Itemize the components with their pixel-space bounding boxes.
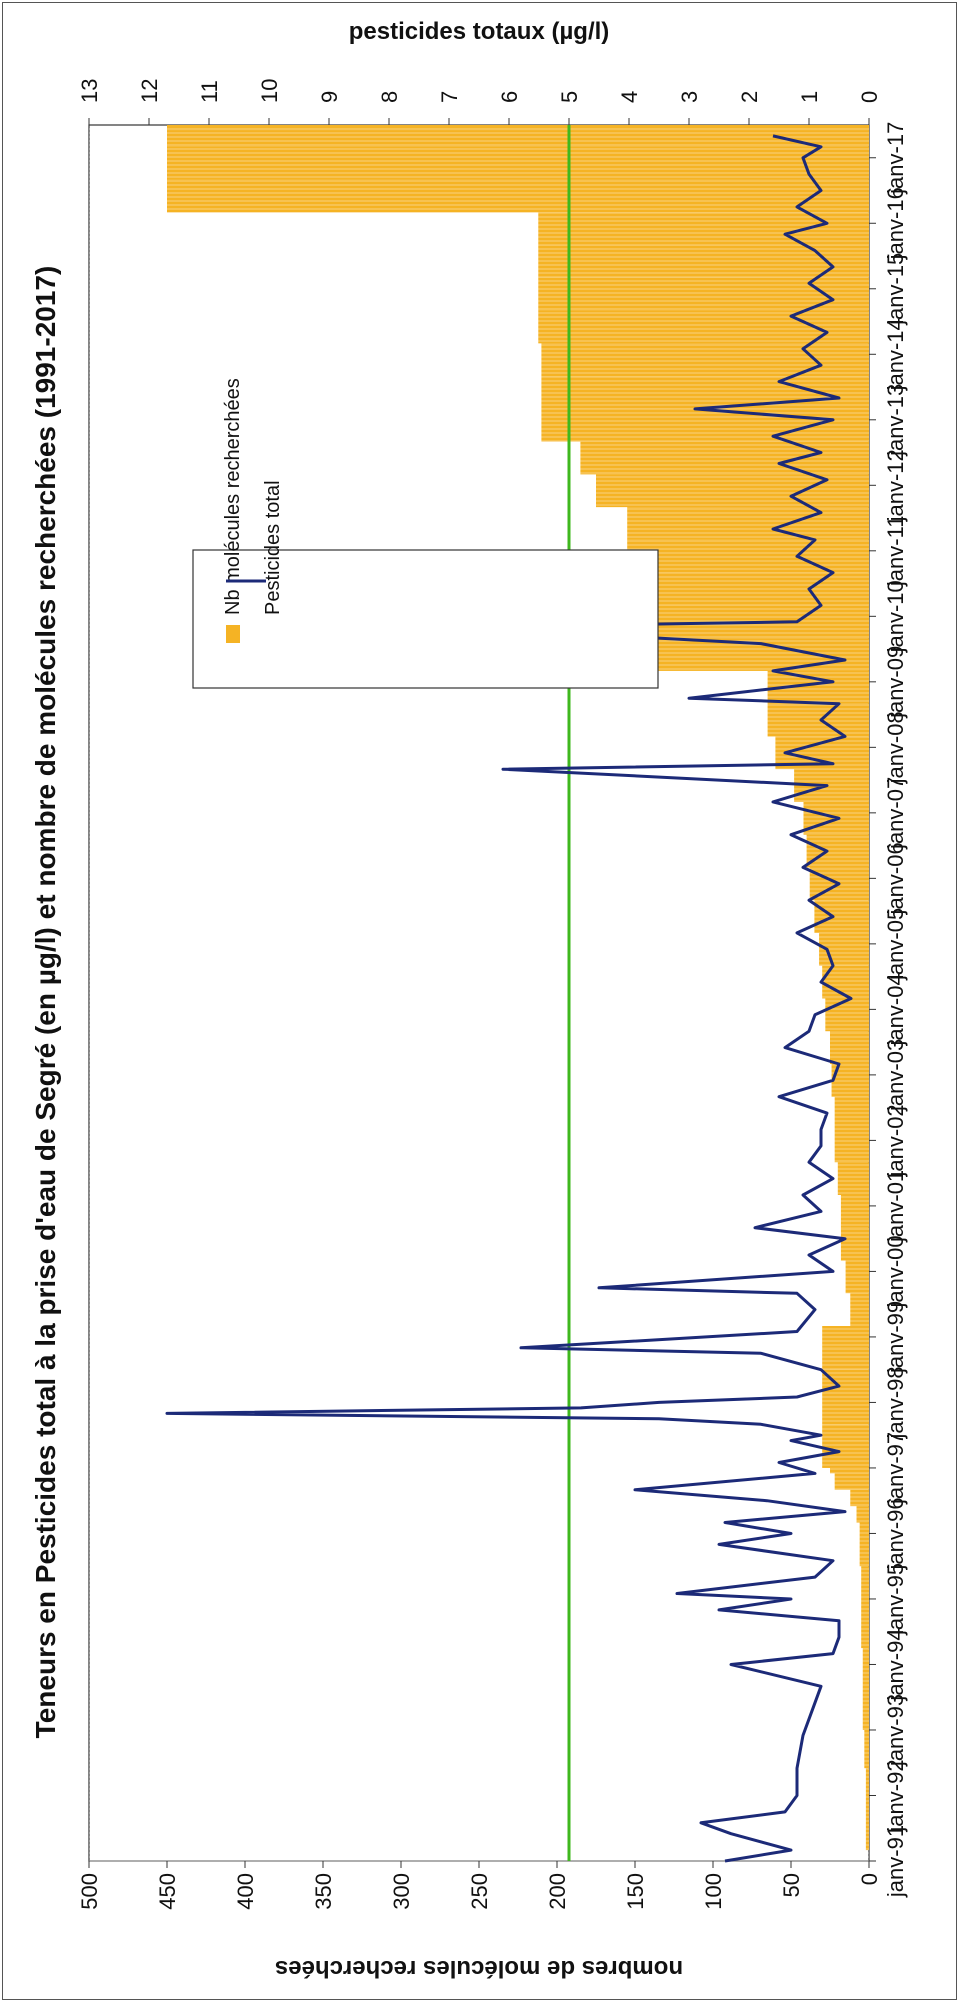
right-axis-tick-label: 4 (617, 91, 642, 103)
x-axis-tick-label: janv-95 (883, 1563, 908, 1636)
bar (840, 1227, 869, 1261)
bar (167, 146, 869, 180)
x-axis-tick-label: janv-06 (883, 842, 908, 915)
x-axis-tick-label: janv-93 (883, 1694, 908, 1767)
right-axis-title: pesticides totaux (µg/l) (349, 18, 610, 45)
axes-layer: 0501001502002503003504004505000123456789… (77, 79, 908, 1910)
left-axis-tick-label: 200 (545, 1873, 570, 1910)
bar (834, 1473, 869, 1490)
bar (538, 277, 870, 311)
left-axis-tick-label: 400 (233, 1873, 258, 1910)
x-axis-tick-label: janv-94 (883, 1628, 908, 1701)
right-axis-tick-label: 3 (677, 91, 702, 103)
bar (596, 474, 869, 508)
x-axis-tick-label: janv-00 (883, 1235, 908, 1308)
left-axis-tick-label: 350 (311, 1873, 336, 1910)
right-axis-tick-label: 11 (197, 80, 222, 103)
x-axis-tick-label: janv-08 (883, 711, 908, 784)
legend-label-line: Pesticides total (262, 480, 284, 615)
bar (859, 1522, 870, 1567)
right-axis-tick-label: 10 (257, 79, 282, 103)
bar (831, 1063, 869, 1097)
bar (627, 507, 870, 540)
x-axis-tick-label: janv-98 (883, 1366, 908, 1439)
bar (650, 638, 869, 671)
left-axis-tick-label: 0 (857, 1873, 882, 1885)
bar (840, 1194, 869, 1228)
legend-box (192, 549, 659, 689)
right-axis-tick-label: 2 (737, 91, 762, 103)
bar (767, 703, 869, 737)
bar (627, 539, 870, 573)
rotated-chart-container: Teneurs en Pesticides total à la prise d… (3, 3, 958, 2001)
x-axis-tick-label: janv-92 (883, 1759, 908, 1832)
right-axis-tick-label: 0 (857, 91, 882, 103)
right-axis-tick-label: 5 (557, 91, 582, 103)
x-axis-tick-label: janv-16 (883, 187, 908, 260)
right-axis-tick-label: 12 (137, 79, 162, 103)
x-axis-tick-label: janv-13 (883, 384, 908, 457)
x-axis-tick-label: janv-99 (883, 1301, 908, 1374)
x-axis-tick-label: janv-91 (883, 1825, 908, 1898)
right-axis-tick-label: 6 (497, 91, 522, 103)
x-axis-tick-label: janv-07 (883, 777, 908, 850)
x-axis-tick-label: janv-97 (883, 1432, 908, 1505)
bar (541, 343, 870, 377)
bar (822, 1347, 870, 1370)
bar (806, 834, 869, 868)
right-axis-tick-label: 8 (377, 91, 402, 103)
bar (767, 670, 869, 704)
x-axis-tick-label: janv-02 (883, 1104, 908, 1177)
bar (822, 1424, 870, 1441)
legend-swatch-bars (226, 625, 240, 643)
left-axis-tick-label: 100 (701, 1873, 726, 1910)
x-axis-tick-label: janv-03 (883, 1039, 908, 1112)
bar (167, 179, 869, 213)
chart: Teneurs en Pesticides total à la prise d… (30, 18, 908, 1982)
x-axis-tick-label: janv-09 (883, 646, 908, 719)
left-axis-tick-label: 150 (623, 1873, 648, 1910)
bar (837, 1162, 869, 1195)
x-axis-tick-label: janv-14 (883, 318, 908, 391)
x-axis-tick-label: janv-12 (883, 449, 908, 522)
bar (580, 441, 870, 475)
bar (167, 130, 869, 147)
legend: Nb molécules recherchées Pesticides tota… (192, 378, 659, 689)
chart-title: Teneurs en Pesticides total à la prise d… (30, 266, 61, 1739)
bar (850, 1293, 870, 1327)
x-axis-tick-label: janv-11 (883, 516, 908, 588)
bar (825, 998, 870, 1032)
bar (861, 1566, 870, 1649)
left-axis-tick-label: 250 (467, 1873, 492, 1910)
x-axis-tick-label: janv-01 (883, 1170, 908, 1243)
left-axis-tick-label: 450 (155, 1873, 180, 1910)
legend-label-bars: Nb molécules recherchées (222, 378, 244, 615)
x-axis-tick-label: janv-17 (883, 122, 908, 195)
bar (822, 1391, 870, 1425)
x-axis-tick-label: janv-04 (883, 973, 908, 1046)
right-axis-tick-label: 1 (797, 91, 822, 103)
line-layer (165, 125, 853, 1863)
series-line-pesticides (165, 134, 853, 1863)
right-axis-tick-label: 13 (77, 79, 102, 103)
bar (830, 1031, 869, 1064)
bar (850, 1489, 870, 1507)
bar (856, 1506, 870, 1523)
left-axis-tick-label: 500 (77, 1873, 102, 1910)
left-axis-tick-label: 50 (779, 1873, 804, 1897)
x-axis-tick-label: janv-15 (883, 253, 908, 326)
left-axis-tick-label: 300 (389, 1873, 414, 1910)
left-axis-title: nombres de molécules recherchées (275, 1955, 683, 1982)
x-axis-tick-label: janv-96 (883, 1497, 908, 1570)
bar (167, 124, 869, 131)
right-axis-tick-label: 7 (437, 91, 462, 103)
x-axis-tick-label: janv-05 (883, 908, 908, 981)
bar (538, 310, 870, 344)
bar (834, 1129, 869, 1163)
right-axis-tick-label: 9 (317, 91, 342, 103)
x-axis-tick-label: janv-10 (883, 580, 908, 653)
